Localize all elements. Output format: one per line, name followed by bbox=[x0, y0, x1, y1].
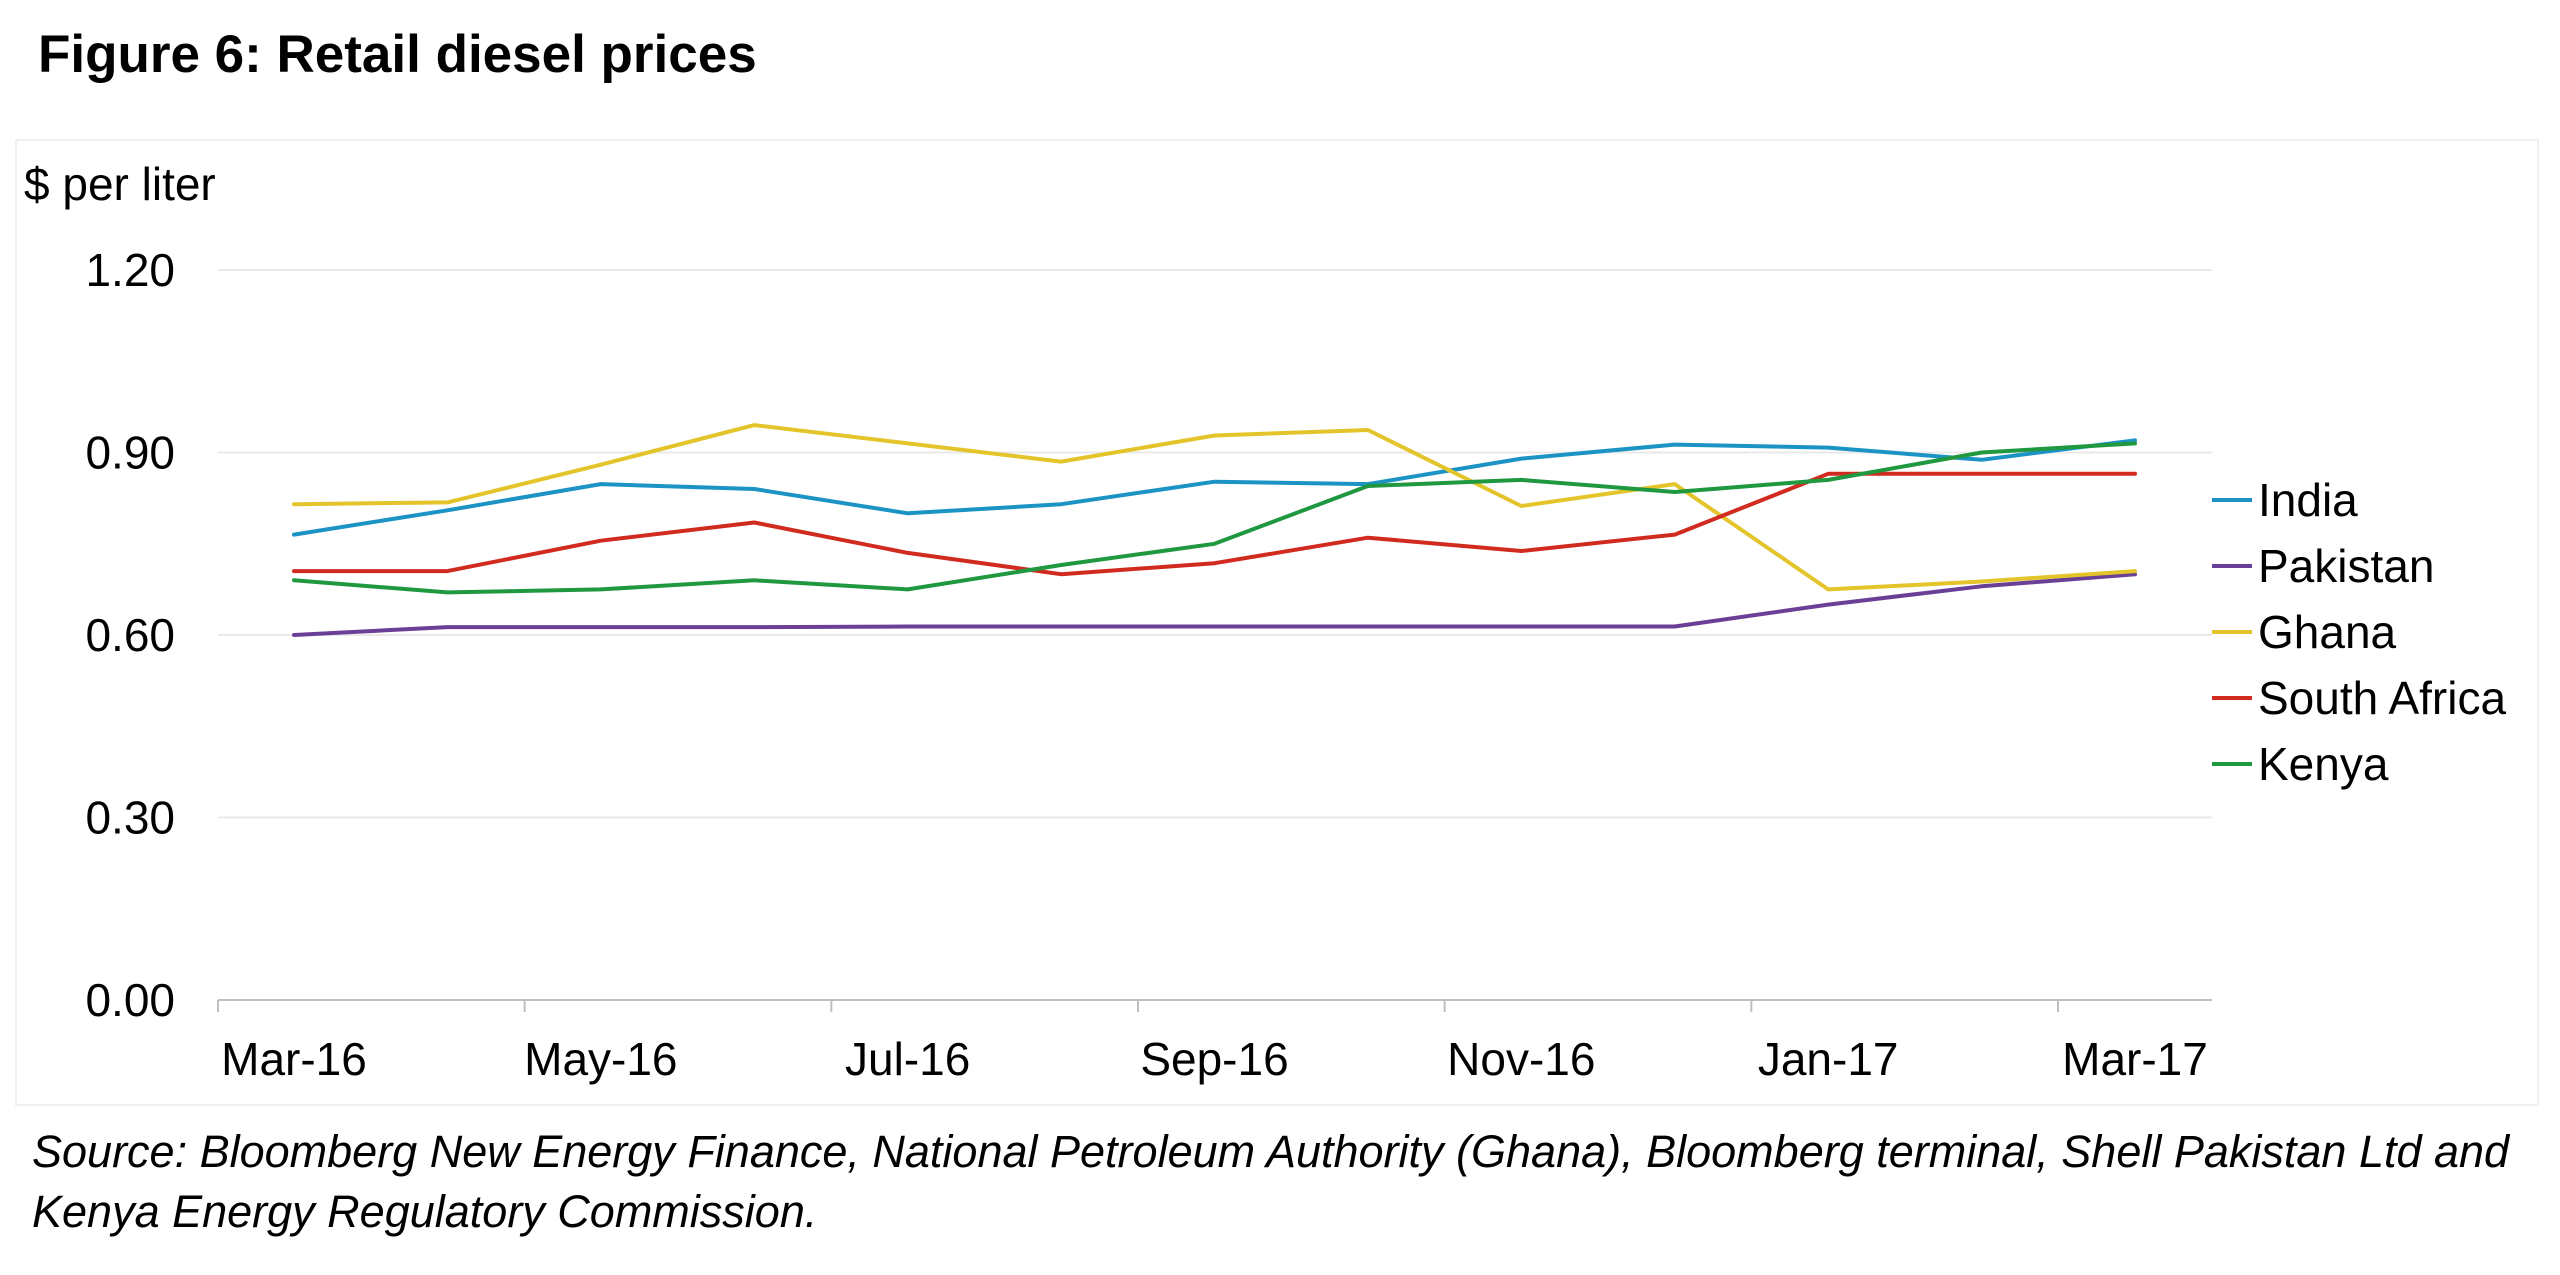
x-tick-label: Jan-17 bbox=[1758, 1033, 1899, 1085]
series-line-kenya bbox=[292, 441, 2137, 595]
x-tick-label: Mar-17 bbox=[2062, 1033, 2208, 1085]
axis-layer: 0.00 0.30 0.60 0.90 1.20 Mar-16 May-16 Jul-16 Se… bbox=[85, 244, 2212, 1085]
y-tick-label: 0.90 bbox=[85, 427, 175, 479]
y-tick-label: 0.00 bbox=[85, 974, 175, 1026]
y-axis-title: $ per liter bbox=[24, 158, 216, 210]
series-line-pakistan bbox=[292, 572, 2137, 637]
x-tick-label: Sep-16 bbox=[1140, 1033, 1288, 1085]
figure-title: Figure 6: Retail diesel prices bbox=[38, 25, 757, 84]
source-note: Source: Bloomberg New Energy Finance, Na… bbox=[32, 1126, 2510, 1237]
legend-label: Ghana bbox=[2258, 606, 2397, 658]
legend-label: South Africa bbox=[2258, 672, 2506, 724]
series-line-india bbox=[292, 438, 2137, 537]
x-tick-label: Mar-16 bbox=[221, 1033, 367, 1085]
x-tick-label: Nov-16 bbox=[1447, 1033, 1595, 1085]
plot-frame bbox=[15, 139, 2539, 1106]
y-tick-label: 1.20 bbox=[85, 244, 175, 296]
x-tick-label: May-16 bbox=[524, 1033, 677, 1085]
y-tick-label: 0.60 bbox=[85, 609, 175, 661]
y-tick-label: 0.30 bbox=[85, 792, 175, 844]
x-tick-label: Jul-16 bbox=[845, 1033, 970, 1085]
series-layer bbox=[292, 423, 2137, 637]
legend-label: Kenya bbox=[2258, 738, 2389, 790]
series-line-ghana bbox=[292, 423, 2137, 592]
legend-label: Pakistan bbox=[2258, 540, 2434, 592]
legend: India Pakistan Ghana South Africa Kenya bbox=[2212, 474, 2506, 790]
series-line-south-africa bbox=[292, 471, 2137, 577]
legend-label: India bbox=[2258, 474, 2358, 526]
